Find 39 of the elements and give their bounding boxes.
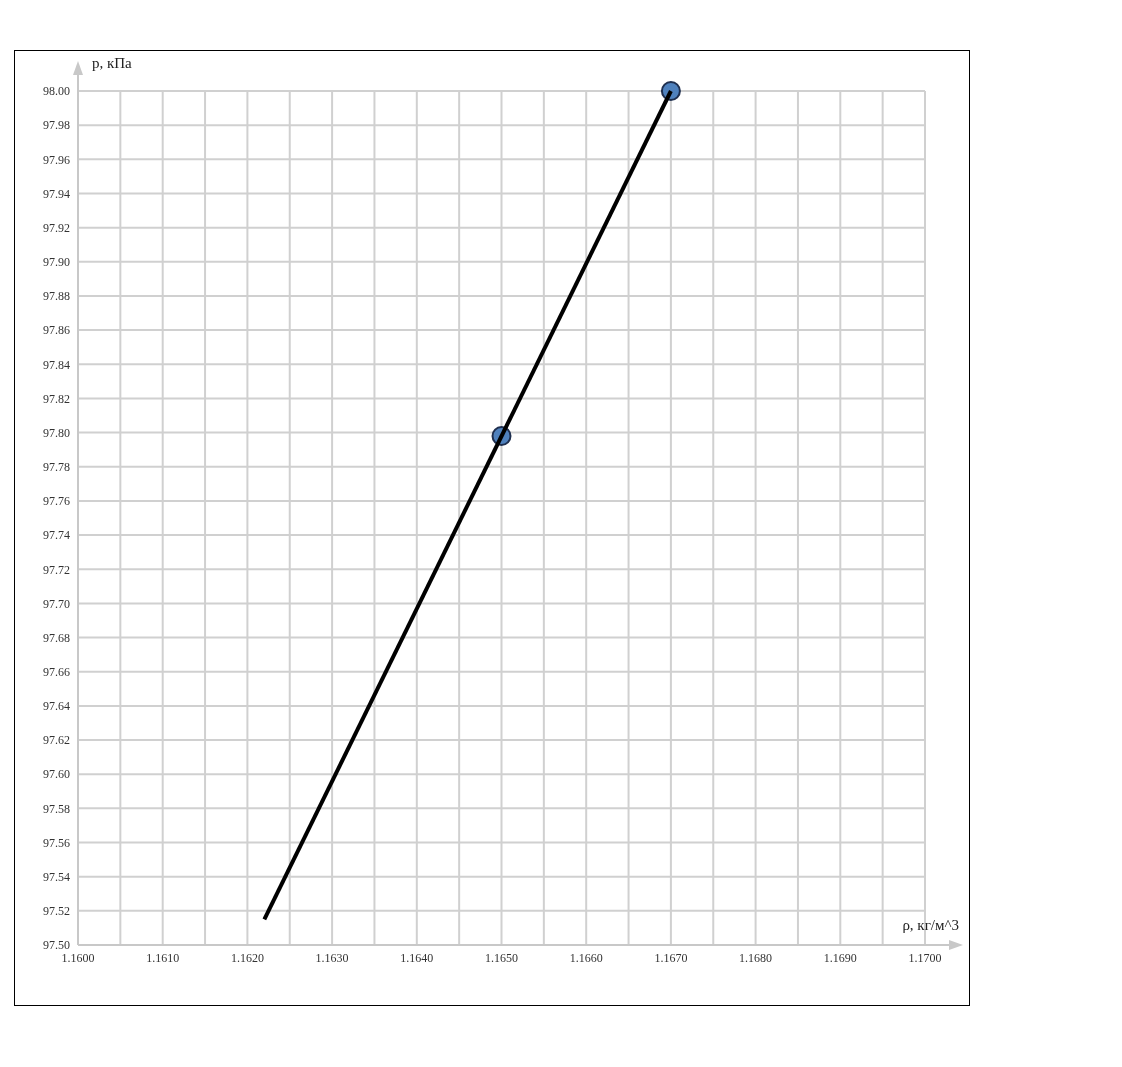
y-tick-label: 97.70 <box>43 596 70 611</box>
x-tick-label: 1.1660 <box>569 950 603 965</box>
x-tick-label: 1.1650 <box>485 950 518 965</box>
y-axis-title: p, кПа <box>92 55 132 72</box>
y-tick-label: 97.88 <box>43 289 70 304</box>
y-tick-label: 97.62 <box>43 733 70 748</box>
y-tick-label: 97.66 <box>43 664 70 679</box>
x-tick-label: 1.1610 <box>146 950 180 965</box>
x-tick-label: 1.1700 <box>908 950 942 965</box>
y-tick-label: 97.74 <box>43 528 70 543</box>
x-tick-label: 1.1680 <box>739 950 773 965</box>
x-tick-label: 1.1600 <box>61 950 95 965</box>
y-tick-label: 97.76 <box>43 494 70 509</box>
y-tick-label: 97.94 <box>43 186 70 201</box>
y-tick-label: 97.96 <box>43 152 70 167</box>
x-axis-title: ρ, кг/м^3 <box>902 917 959 934</box>
y-tick-label: 97.60 <box>43 767 70 782</box>
y-tick-label: 97.80 <box>43 425 70 440</box>
x-tick-label: 1.1630 <box>315 950 349 965</box>
x-tick-label: 1.1640 <box>400 950 434 965</box>
y-tick-label: 97.50 <box>43 938 70 953</box>
y-tick-label: 97.58 <box>43 801 70 816</box>
y-tick-label: 97.64 <box>43 699 70 714</box>
y-tick-label: 97.78 <box>43 460 70 475</box>
y-tick-label: 97.86 <box>43 323 70 338</box>
y-tick-label: 97.52 <box>43 904 70 919</box>
y-tick-label: 98.00 <box>43 84 70 99</box>
y-tick-label: 97.68 <box>43 630 70 645</box>
x-tick-label: 1.1670 <box>654 950 688 965</box>
y-tick-label: 97.72 <box>43 562 70 577</box>
x-tick-label: 1.1620 <box>230 950 264 965</box>
y-tick-label: 97.84 <box>43 357 70 372</box>
y-tick-label: 97.92 <box>43 220 70 235</box>
y-tick-label: 97.54 <box>43 869 70 884</box>
y-tick-label: 97.90 <box>43 255 70 270</box>
y-tick-label: 97.56 <box>43 835 70 850</box>
y-tick-label: 97.98 <box>43 118 70 133</box>
x-tick-label: 1.1690 <box>823 950 857 965</box>
y-tick-label: 97.82 <box>43 391 70 406</box>
